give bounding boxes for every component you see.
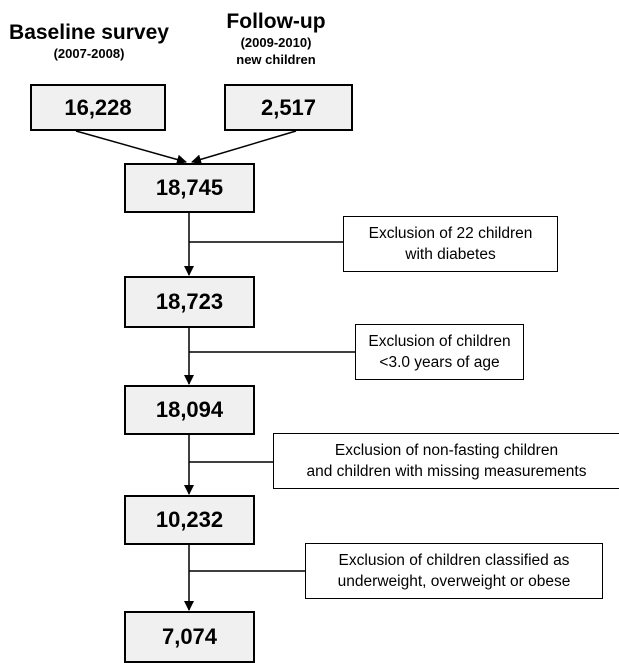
arrow-baseline-to-combined (75, 130, 187, 165)
exclusion-weight: Exclusion of children classified as unde… (305, 543, 603, 599)
arrow-followup-to-combined (191, 130, 297, 165)
exclusion-fasting-line-2: and children with missing measurements (306, 463, 587, 480)
followup-note: new children (236, 52, 316, 67)
box-after-fasting: 10,232 (124, 495, 255, 545)
followup-header: Follow-up (2009-2010) new children (212, 10, 340, 68)
box-final-count: 7,074 (124, 611, 255, 663)
flow-connectors (75, 130, 355, 611)
exclusion-fasting: Exclusion of non-fasting children and ch… (273, 433, 619, 489)
exclusion-age-line-1: Exclusion of children (368, 333, 511, 350)
box-after-age: 18,094 (124, 385, 255, 435)
followup-years: (2009-2010) (240, 35, 312, 50)
box-combined-count: 18,745 (124, 163, 255, 213)
exclusion-diabetes: Exclusion of 22 children with diabetes (343, 216, 558, 272)
exclusion-fasting-line-1: Exclusion of non-fasting children (334, 442, 559, 459)
box-baseline-count: 16,228 (30, 84, 166, 131)
box-after-diabetes: 18,723 (124, 276, 255, 328)
baseline-years: (2007-2008) (53, 46, 125, 61)
box-followup-count: 2,517 (224, 84, 353, 131)
exclusion-age: Exclusion of children <3.0 years of age (355, 324, 524, 380)
exclusion-weight-line-2: underweight, overweight or obese (337, 573, 571, 590)
exclusion-diabetes-line-2: with diabetes (405, 246, 496, 263)
baseline-header: Baseline survey (2007-2008) (6, 21, 172, 62)
followup-title: Follow-up (226, 10, 326, 33)
baseline-title: Baseline survey (9, 21, 169, 44)
exclusion-weight-line-1: Exclusion of children classified as (338, 552, 570, 569)
exclusion-age-line-2: <3.0 years of age (379, 354, 500, 371)
exclusion-diabetes-line-1: Exclusion of 22 children (368, 225, 533, 242)
